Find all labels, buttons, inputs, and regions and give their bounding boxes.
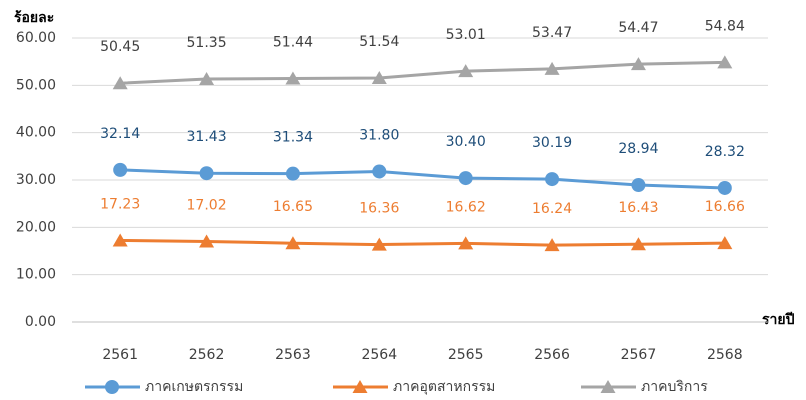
value-label: 32.14 [100, 126, 140, 142]
legend-marker [105, 380, 119, 394]
y-tick-label: 50.00 [16, 77, 56, 93]
point [717, 236, 733, 250]
point [372, 164, 387, 179]
value-label: 16.43 [618, 200, 658, 216]
x-tick-label: 2568 [707, 347, 743, 363]
x-tick-label: 2563 [275, 347, 311, 363]
value-label: 50.45 [100, 39, 140, 55]
value-label: 16.65 [273, 199, 313, 215]
y-tick-label: 0.00 [25, 314, 56, 330]
x-tick-label: 2566 [534, 347, 570, 363]
legend-label: ภาคอุตสาหกรรม [393, 379, 495, 395]
value-label: 31.34 [273, 130, 313, 146]
value-label: 31.43 [187, 129, 227, 145]
point [631, 178, 646, 193]
value-label: 16.36 [359, 201, 399, 217]
value-label: 16.62 [446, 199, 486, 215]
x-tick-label: 2564 [361, 347, 397, 363]
y-tick-label: 20.00 [16, 219, 56, 235]
point [371, 237, 387, 251]
point [112, 233, 128, 247]
value-label: 53.01 [446, 27, 486, 43]
point [285, 236, 301, 250]
value-label: 16.24 [532, 201, 572, 217]
point [113, 162, 128, 177]
value-label: 53.47 [532, 25, 572, 41]
point [717, 55, 733, 69]
point [630, 237, 646, 251]
value-label: 17.02 [187, 197, 227, 213]
point [285, 166, 300, 181]
point [545, 172, 560, 187]
value-label: 30.19 [532, 135, 572, 151]
legend-marker [600, 380, 616, 393]
point [371, 71, 387, 85]
point [630, 57, 646, 71]
point [458, 64, 474, 78]
x-tick-label: 2567 [621, 347, 657, 363]
y-axis-label: ร้อยละ [14, 10, 54, 26]
value-label: 28.94 [618, 141, 658, 157]
x-tick-label: 2562 [189, 347, 225, 363]
y-tick-label: 60.00 [16, 30, 56, 46]
x-axis-label: รายปี [762, 312, 795, 328]
point [199, 166, 214, 181]
value-label: 30.40 [446, 134, 486, 150]
point [458, 236, 474, 250]
point [544, 238, 560, 252]
value-label: 51.54 [359, 34, 399, 50]
point [458, 171, 473, 186]
point [112, 76, 128, 90]
point [199, 234, 215, 248]
point [717, 180, 732, 195]
value-label: 16.66 [705, 199, 745, 215]
value-label: 54.47 [618, 20, 658, 36]
series-line [120, 168, 725, 190]
y-tick-label: 40.00 [16, 125, 56, 141]
value-label: 54.84 [705, 18, 745, 34]
series-line [120, 60, 725, 85]
value-label: 28.32 [705, 144, 745, 160]
series-line [120, 238, 725, 247]
point [285, 71, 301, 85]
x-tick-label: 2565 [448, 347, 484, 363]
y-tick-label: 10.00 [16, 267, 56, 283]
value-label: 51.44 [273, 35, 313, 51]
legend-label: ภาคเกษตรกรรม [145, 379, 243, 395]
legend-label: ภาคบริการ [641, 379, 708, 395]
value-label: 31.80 [359, 127, 399, 143]
value-label: 17.23 [100, 196, 140, 212]
x-tick-label: 2561 [102, 347, 138, 363]
value-label: 51.35 [187, 35, 227, 51]
point [544, 61, 560, 75]
y-tick-label: 30.00 [16, 172, 56, 188]
legend-marker [352, 380, 368, 393]
point [199, 71, 215, 85]
